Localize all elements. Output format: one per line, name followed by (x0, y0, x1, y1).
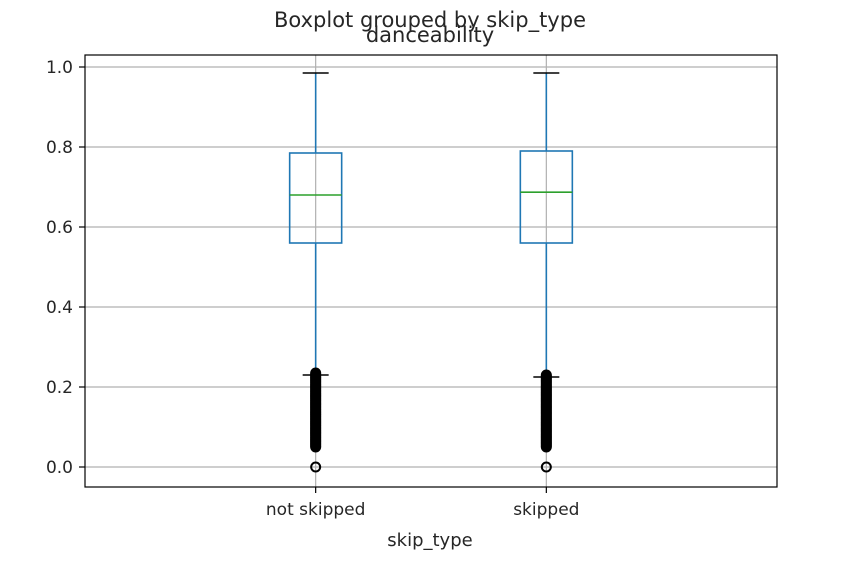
iqr-box (519, 150, 574, 244)
plot-area-frame (84, 54, 778, 488)
outlier-point (540, 461, 552, 473)
x-tick-label: skipped (513, 500, 579, 520)
y-tick-label: 0.0 (46, 458, 73, 478)
y-tick-label: 0.2 (46, 378, 73, 398)
grid-lines (85, 55, 777, 487)
chart-title: danceability (366, 23, 494, 47)
y-tick-label: 0.8 (46, 138, 73, 158)
outlier-point (310, 461, 322, 473)
iqr-box (288, 152, 343, 244)
y-tick-label: 0.6 (46, 218, 73, 238)
x-tick-label: not skipped (266, 500, 366, 520)
y-tick-label: 1.0 (46, 58, 73, 78)
y-tick-label: 0.4 (46, 298, 73, 318)
outlier-point (540, 369, 552, 381)
x-axis-label: skip_type (387, 530, 472, 551)
box-elements (288, 72, 574, 473)
outlier-point (310, 367, 322, 379)
axis-ticks: 0.0 0.2 0.4 0.6 0.8 1.0 not skipped skipped (46, 58, 580, 520)
chart-suptitle: Boxplot grouped by skip_type (274, 8, 586, 33)
